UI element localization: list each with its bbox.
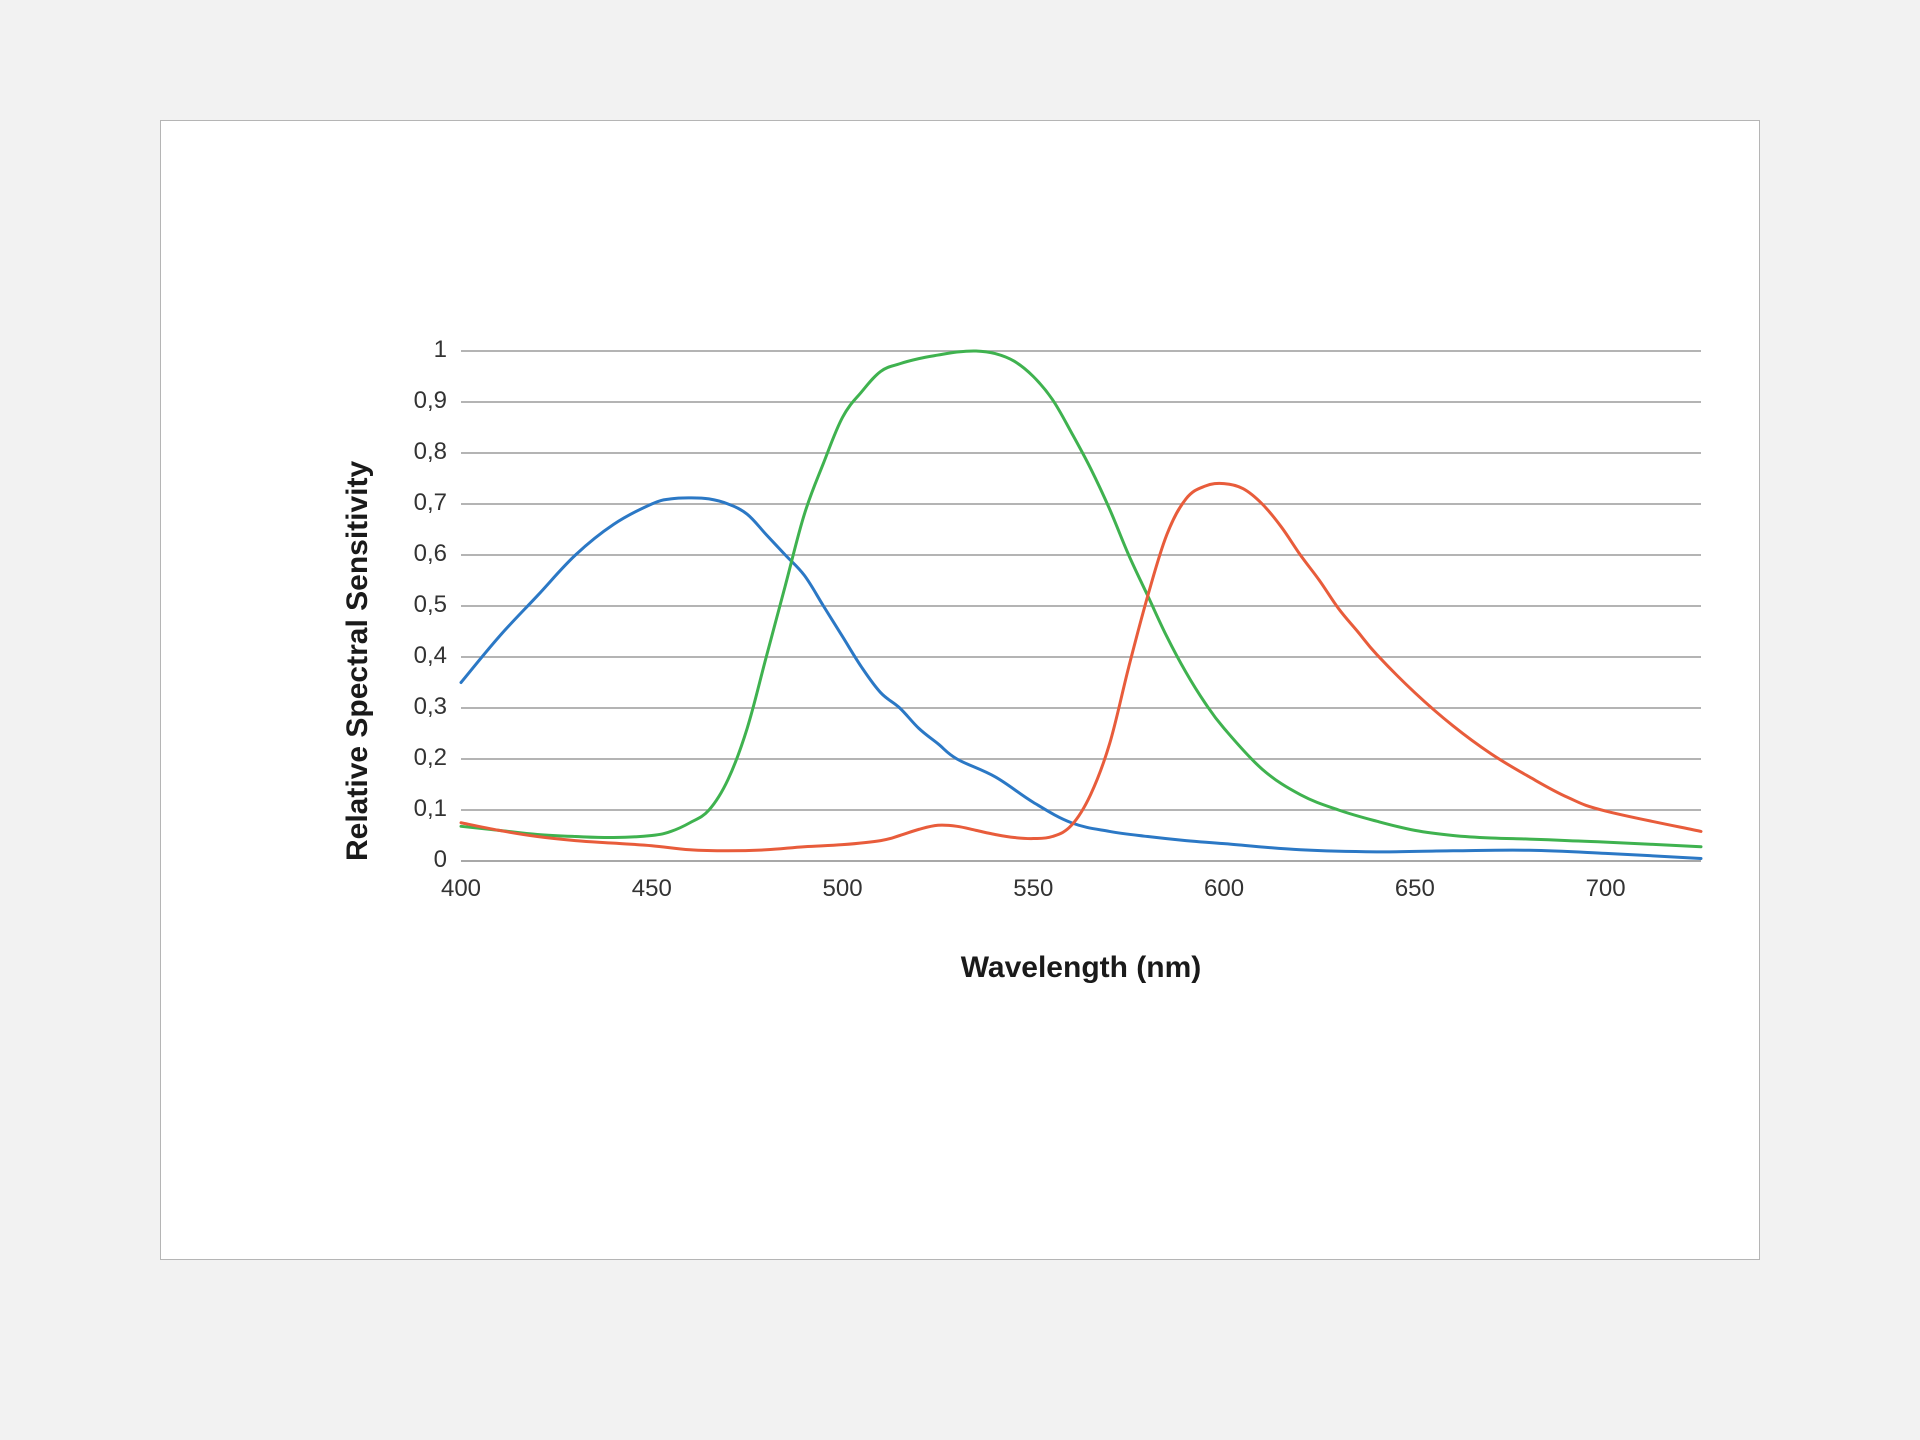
y-tick-label: 0,4 bbox=[414, 642, 447, 670]
plot-svg bbox=[461, 351, 1701, 861]
y-axis-title: Relative Spectral Sensitivity bbox=[341, 461, 375, 861]
x-tick-label: 600 bbox=[1204, 875, 1244, 903]
y-tick-label: 0,8 bbox=[414, 438, 447, 466]
series-green bbox=[461, 351, 1701, 847]
plot-area bbox=[461, 351, 1701, 861]
y-tick-label: 0,7 bbox=[414, 489, 447, 517]
x-tick-label: 650 bbox=[1395, 875, 1435, 903]
x-axis-title: Wavelength (nm) bbox=[961, 951, 1202, 985]
x-tick-label: 700 bbox=[1586, 875, 1626, 903]
series-red bbox=[461, 483, 1701, 850]
y-tick-label: 0,6 bbox=[414, 540, 447, 568]
y-tick-label: 0,5 bbox=[414, 591, 447, 619]
y-tick-label: 0 bbox=[434, 846, 447, 874]
y-tick-label: 0,1 bbox=[414, 795, 447, 823]
x-tick-label: 450 bbox=[632, 875, 672, 903]
series-blue bbox=[461, 498, 1701, 859]
y-tick-label: 0,3 bbox=[414, 693, 447, 721]
y-tick-label: 0,2 bbox=[414, 744, 447, 772]
y-tick-label: 0,9 bbox=[414, 387, 447, 415]
spectral-sensitivity-chart: Relative Spectral Sensitivity Wavelength… bbox=[161, 121, 1759, 1259]
y-tick-label: 1 bbox=[434, 336, 447, 364]
x-tick-label: 500 bbox=[823, 875, 863, 903]
x-tick-label: 550 bbox=[1013, 875, 1053, 903]
x-tick-label: 400 bbox=[441, 875, 481, 903]
chart-frame: Relative Spectral Sensitivity Wavelength… bbox=[160, 120, 1760, 1260]
